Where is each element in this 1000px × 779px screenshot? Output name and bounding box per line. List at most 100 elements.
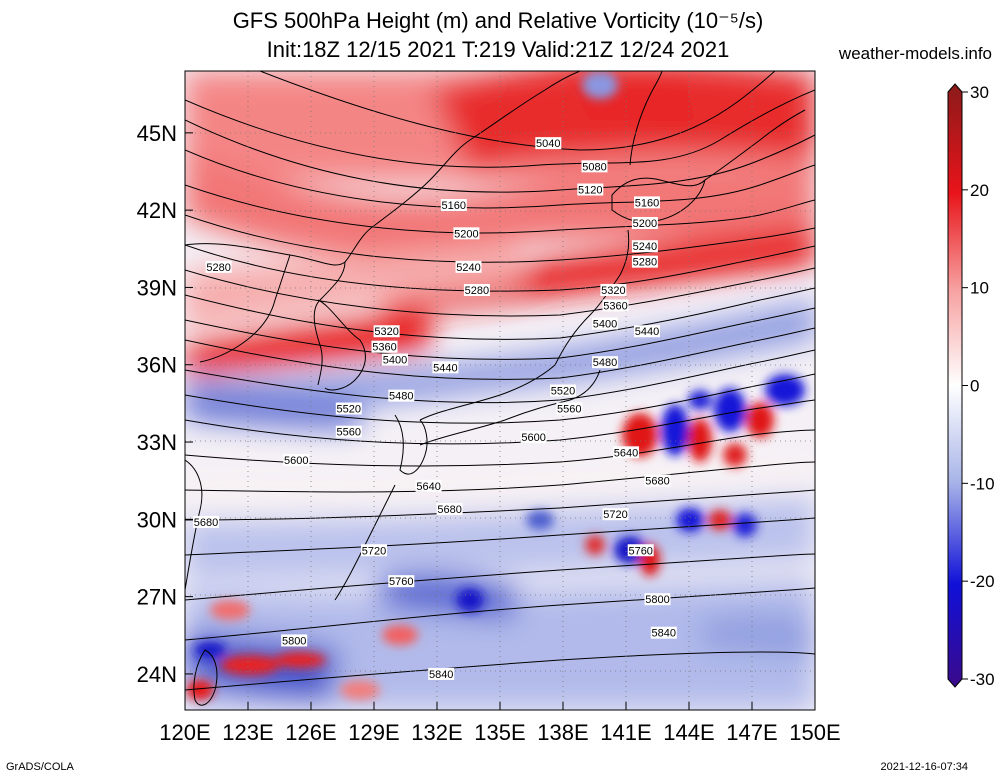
colorbar-ticks: 30 20 10 0 -10 -20 -30	[962, 83, 995, 689]
contour-label-text: 5680	[645, 476, 669, 488]
lon-label: 123E	[222, 720, 273, 745]
contour-label-box	[550, 384, 576, 397]
contour-label: 5720	[602, 508, 629, 521]
contour-label-text: 5840	[652, 628, 676, 640]
contour-label-text: 5200	[633, 218, 657, 230]
contour-label-text: 5400	[383, 355, 407, 367]
contour-label-box	[361, 544, 387, 557]
contour-label-box	[613, 446, 639, 459]
lon-label: 129E	[348, 720, 399, 745]
gridlines	[185, 71, 815, 710]
lon-label: 144E	[663, 720, 714, 745]
footer-software-label: GrADS/COLA	[6, 761, 74, 773]
colorbar: 30 20 10 0 -10 -20 -30	[947, 83, 995, 689]
brand-label: weather-models.info	[838, 44, 992, 63]
contour-label: 5440	[634, 325, 660, 338]
contour-label-box	[644, 593, 671, 606]
contour-label-text: 5720	[603, 509, 627, 521]
axis-labels: 120E 123E 126E 129E 132E 135E 138E 141E 144E 147E…	[137, 121, 841, 745]
contour-label-box	[602, 508, 629, 521]
contour-label-box	[440, 198, 467, 211]
contour-label-text: 5080	[582, 161, 606, 173]
lat-label: 24N	[137, 662, 177, 687]
colorbar-tick-label: 0	[970, 377, 979, 396]
lon-label: 138E	[537, 720, 588, 745]
contour-label-text: 5280	[633, 257, 657, 269]
contour-label: 5480	[388, 389, 415, 403]
contour-label-box	[335, 402, 362, 415]
contour-label-text: 5840	[429, 669, 453, 681]
contour-label-box	[382, 353, 408, 366]
contour-label: 5640	[415, 479, 442, 493]
contour-label-text: 5680	[437, 504, 461, 516]
contour-label: 5040	[535, 137, 562, 150]
contour-label-box	[388, 389, 415, 402]
contour-label-box	[592, 317, 618, 330]
contour-label-text: 5560	[557, 404, 581, 416]
contour-label-text: 5320	[374, 326, 398, 338]
contour-label-text: 5760	[628, 545, 652, 557]
contour-label-text: 5360	[372, 342, 396, 354]
contour-label-box	[631, 255, 658, 268]
contour-label: 5160	[440, 198, 467, 212]
contour-label-text: 5240	[456, 262, 480, 274]
lat-label: 42N	[137, 198, 177, 223]
lon-label: 135E	[474, 720, 525, 745]
contour-label-text: 5440	[433, 362, 457, 374]
contour-label-text: 5800	[645, 594, 669, 606]
footer-timestamp: 2021-12-16-07:34	[880, 761, 968, 773]
contour-label-box	[600, 284, 627, 297]
contour-label: 5520	[335, 402, 362, 416]
chart-title: GFS 500hPa Height (m) and Relative Vorti…	[232, 8, 764, 33]
contour-label: 5800	[644, 593, 671, 606]
lat-label: 33N	[137, 430, 177, 455]
lon-label: 141E	[600, 720, 651, 745]
contour-label: 5400	[592, 317, 618, 331]
contour-label-text: 5800	[282, 635, 306, 647]
contour-label-box	[650, 626, 677, 639]
contour-label-box	[520, 430, 547, 443]
contour-label-text: 5520	[551, 386, 575, 398]
contour-label-box	[415, 479, 442, 492]
lat-label: 36N	[137, 353, 177, 378]
contour-label-text: 5640	[614, 447, 638, 459]
contour-label: 5240	[455, 260, 482, 274]
contour-label-text: 5560	[337, 427, 361, 439]
contour-label: 5160	[634, 196, 660, 209]
contour-label: 5280	[463, 284, 490, 297]
contour-label-text: 5160	[635, 197, 659, 209]
lat-label: 27N	[137, 585, 177, 610]
lon-label: 132E	[411, 720, 462, 745]
contour-label-text: 5600	[521, 432, 545, 444]
colorbar-tick-label: 20	[970, 181, 989, 200]
contour-label-box	[644, 474, 671, 487]
contour-label-text: 5320	[601, 285, 625, 297]
contour-label-text: 5120	[578, 185, 602, 197]
contour-label-box	[373, 325, 400, 338]
vorticity-field: 5040 5080 5120 5160 5160 5200 5200 5240 5240 5280…	[185, 71, 815, 710]
contour-labels: 5040 5080 5120 5160 5160 5200 5200 5240 5240 5280…	[193, 137, 677, 681]
contour-label-text: 5720	[362, 545, 386, 557]
contour-label-box	[428, 667, 455, 680]
colorbar-tick-label: -20	[970, 572, 995, 591]
contour-label: 5200	[453, 227, 480, 240]
contour-label-box	[592, 356, 618, 369]
lat-label: 45N	[137, 121, 177, 146]
contour-label: 5520	[550, 384, 576, 398]
contour-label: 5320	[373, 325, 400, 338]
contour-label-box	[371, 340, 398, 353]
contour-label-box	[556, 402, 583, 415]
contour-label-box	[577, 183, 604, 196]
colorbar-tick-label: -10	[970, 474, 995, 493]
contour-label-text: 5480	[593, 357, 617, 369]
lat-label: 30N	[137, 507, 177, 532]
contour-label: 5680	[436, 503, 463, 516]
contour-label: 5760	[388, 575, 415, 588]
colorbar-tick-label: -30	[970, 670, 995, 689]
contour-label: 5120	[577, 183, 604, 197]
contour-label: 5840	[428, 667, 455, 681]
contour-label-box	[335, 425, 362, 438]
contour-label-box	[281, 634, 308, 647]
height-contours	[185, 71, 815, 691]
